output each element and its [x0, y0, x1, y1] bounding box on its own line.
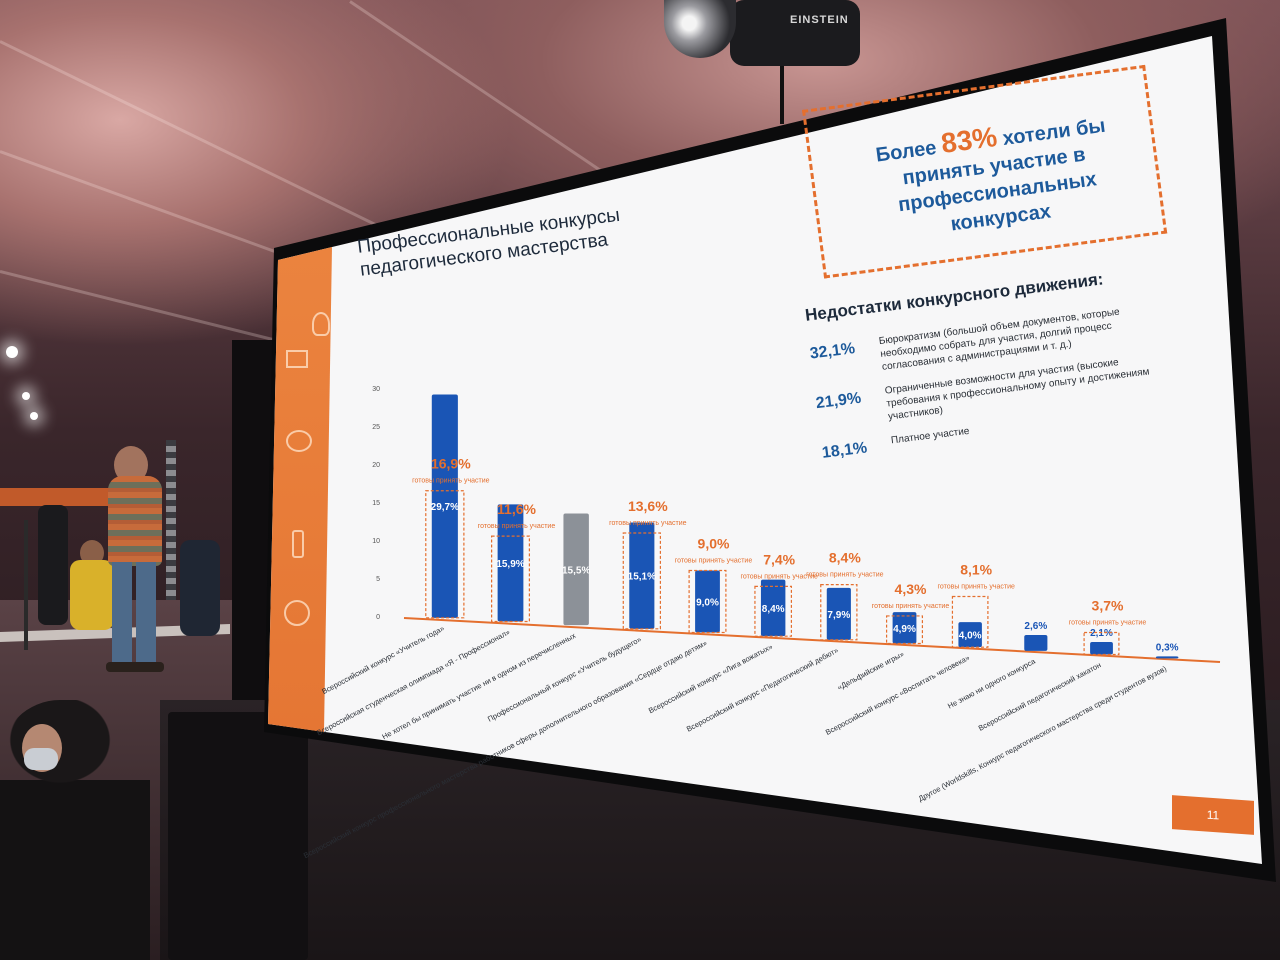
category-label: Всероссийский конкурс «Учитель года»: [320, 624, 445, 696]
ready-caption: готовы принять участие: [1069, 620, 1147, 627]
ready-caption: готовы принять участие: [675, 558, 753, 565]
ready-outline: [491, 535, 530, 623]
ready-caption: готовы принять участие: [937, 584, 1015, 591]
audience-member: [180, 540, 220, 636]
y-tick-label: 20: [372, 462, 380, 469]
category-label: Всероссийский конкурс «Педагогический де…: [685, 646, 840, 734]
bar-value-label: 15,9%: [496, 559, 524, 570]
speaker: [108, 476, 162, 566]
bar-value-label: 15,1%: [628, 572, 656, 583]
camera-tripod: [24, 520, 28, 650]
bar-value-label: 0,3%: [1156, 642, 1179, 653]
ready-outline: [754, 585, 792, 637]
ready-pct-label: 7,4%: [763, 551, 795, 567]
category-label: Всероссийский педагогический хакатон: [977, 660, 1103, 732]
bar: [958, 622, 982, 648]
y-tick-label: 10: [372, 538, 380, 545]
lamp-brand: EINSTEIN: [790, 14, 849, 26]
ready-outline: [688, 569, 727, 634]
category-label: Другое (Worldskills, Конкурс педагогичес…: [917, 664, 1169, 804]
camera-operator: [38, 505, 68, 625]
ready-pct-label: 16,9%: [431, 456, 471, 472]
ready-outline: [820, 584, 858, 641]
ready-pct-label: 13,6%: [628, 498, 668, 514]
lighting-truss: [166, 440, 176, 620]
bar-value-label: 4,0%: [959, 631, 982, 642]
ready-caption: готовы принять участие: [478, 523, 556, 530]
studio-lamp-body: [730, 0, 860, 66]
ready-pct-label: 11,6%: [497, 501, 536, 517]
face-mask: [24, 748, 58, 770]
bar: [695, 570, 720, 633]
ready-pct-label: 4,3%: [895, 581, 927, 597]
bar-value-label: 2,1%: [1090, 628, 1113, 639]
ready-outline: [1083, 631, 1120, 656]
flask-icon: [292, 530, 304, 558]
bar: [431, 394, 458, 618]
ready-caption: готовы принять участие: [609, 520, 687, 527]
bar-value-label: 7,9%: [827, 610, 850, 621]
studio-lamp: [664, 0, 736, 58]
lamp-cable: [780, 64, 784, 124]
ready-caption: готовы принять участие: [412, 478, 490, 485]
category-label: Профессиональный конкурс «Учитель будуще…: [486, 635, 643, 724]
ready-outline: [951, 595, 989, 648]
y-tick-label: 25: [372, 424, 380, 431]
y-tick-label: 15: [372, 500, 380, 507]
stage-light: [22, 392, 30, 400]
category-label: Всероссийский конкурс «Лига вожатых»: [647, 642, 774, 715]
category-label: Всероссийский конкурс «Воспитать человек…: [824, 653, 971, 737]
bar: [563, 513, 589, 626]
ready-outline: [425, 490, 465, 619]
bar-value-label: 8,4%: [762, 604, 785, 615]
bar: [1024, 634, 1048, 651]
bar: [892, 612, 917, 644]
stage-light: [6, 346, 18, 358]
ready-caption: готовы принять участие: [872, 603, 950, 610]
ready-outline: [622, 532, 661, 630]
ready-pct-label: 3,7%: [1092, 598, 1124, 614]
brain-icon: [286, 430, 312, 452]
page-number: 11: [1172, 795, 1254, 835]
globe-icon: [284, 600, 310, 626]
speaker-shoes: [106, 662, 164, 672]
bar-value-label: 29,7%: [431, 502, 459, 513]
bar-value-label: 9,0%: [696, 598, 719, 609]
stage-light: [30, 412, 38, 420]
ready-pct-label: 8,4%: [829, 550, 861, 566]
bar: [826, 587, 851, 640]
y-tick-label: 30: [372, 386, 380, 393]
bar-value-label: 15,5%: [562, 565, 590, 576]
bar: [760, 579, 786, 637]
speaker-legs: [112, 562, 156, 666]
bar: [1090, 642, 1113, 655]
ready-caption: готовы принять участие: [740, 573, 818, 580]
book-icon: [286, 350, 308, 368]
bar-value-label: 4,9%: [893, 624, 916, 635]
audience-member: [70, 560, 114, 630]
bar: [1155, 656, 1179, 659]
ready-pct-label: 9,0%: [698, 536, 730, 552]
speaker-cabinet: [168, 712, 308, 960]
bar: [629, 522, 655, 629]
lightbulb-icon: [312, 312, 330, 336]
y-tick-label: 5: [376, 576, 380, 583]
ready-pct-label: 8,1%: [960, 562, 992, 578]
bar-value-label: 2,6%: [1024, 621, 1047, 632]
bar: [497, 504, 524, 622]
category-label: «Дельфийские игры»: [836, 649, 906, 692]
ready-caption: готовы принять участие: [806, 572, 884, 579]
ready-outline: [885, 615, 924, 645]
y-tick-label: 0: [376, 614, 380, 621]
